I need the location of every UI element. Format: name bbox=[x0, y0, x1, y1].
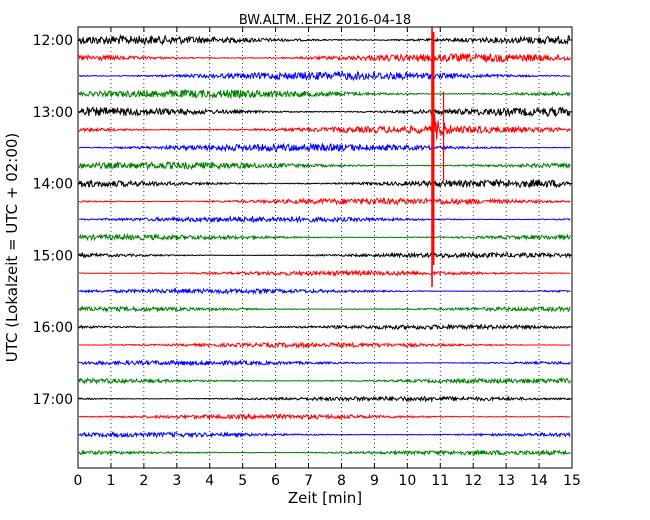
x-tick-label: 7 bbox=[304, 473, 313, 489]
trace-1600 bbox=[78, 323, 571, 331]
x-axis-label: Zeit [min] bbox=[288, 489, 362, 507]
x-tick-label: 1 bbox=[106, 473, 115, 489]
y-tick-label: 13:00 bbox=[33, 105, 73, 121]
trace-1515 bbox=[78, 269, 571, 278]
trace-1200 bbox=[78, 33, 571, 47]
trace-1400 bbox=[78, 178, 571, 190]
x-tick-label: 9 bbox=[370, 473, 379, 489]
trace-1330 bbox=[78, 142, 571, 153]
trace-1545 bbox=[78, 305, 571, 314]
y-tick-label: 14:00 bbox=[33, 177, 73, 193]
x-tick-label: 2 bbox=[139, 473, 148, 489]
x-tick-label: 15 bbox=[563, 473, 581, 489]
trace-1215 bbox=[78, 52, 571, 64]
trace-1500 bbox=[78, 251, 571, 260]
trace-1745 bbox=[78, 449, 571, 457]
y-tick-label: 16:00 bbox=[33, 320, 73, 336]
x-tick-label: 10 bbox=[398, 473, 416, 489]
trace-layer bbox=[78, 27, 571, 457]
plot-frame bbox=[77, 26, 573, 469]
trace-1730 bbox=[78, 431, 571, 439]
trace-1230 bbox=[78, 69, 571, 82]
x-tick-label: 13 bbox=[497, 473, 515, 489]
trace-1430 bbox=[78, 215, 571, 224]
event-spike bbox=[431, 27, 435, 287]
x-tick-label: 14 bbox=[530, 473, 548, 489]
trace-1645 bbox=[78, 376, 571, 386]
trace-1630 bbox=[78, 358, 571, 367]
y-tick-label: 12:00 bbox=[33, 33, 73, 49]
x-tick-label: 11 bbox=[431, 473, 449, 489]
trace-1245 bbox=[78, 88, 571, 100]
x-tick-label: 5 bbox=[238, 473, 247, 489]
grid-layer bbox=[110, 27, 540, 468]
trace-1530 bbox=[78, 287, 571, 296]
trace-1445 bbox=[78, 232, 571, 242]
x-tick-label: 8 bbox=[337, 473, 346, 489]
trace-1300 bbox=[78, 106, 571, 118]
trace-1615 bbox=[78, 340, 571, 350]
trace-1715 bbox=[78, 412, 571, 421]
y-tick-label: 17:00 bbox=[33, 392, 73, 408]
trace-1345 bbox=[78, 160, 571, 171]
chart-title: BW.ALTM..EHZ 2016-04-18 bbox=[239, 13, 411, 28]
trace-1315 bbox=[78, 113, 571, 140]
x-tick-label: 3 bbox=[172, 473, 181, 489]
x-tick-label: 4 bbox=[205, 473, 214, 489]
tick-layer: 0 1 2 3 4 5 6 7 8 9 10 11 12 13 14 1512:0013:0014:0015:… bbox=[33, 27, 581, 489]
y-tick-label: 15:00 bbox=[33, 248, 73, 264]
x-tick-label: 0 bbox=[74, 473, 83, 489]
y-axis-label: UTC (Lokalzeit = UTC + 02:00) bbox=[3, 133, 21, 363]
x-tick-label: 12 bbox=[464, 473, 482, 489]
x-tick-label: 6 bbox=[271, 473, 280, 489]
trace-1700 bbox=[78, 395, 571, 403]
trace-1415 bbox=[78, 196, 571, 206]
